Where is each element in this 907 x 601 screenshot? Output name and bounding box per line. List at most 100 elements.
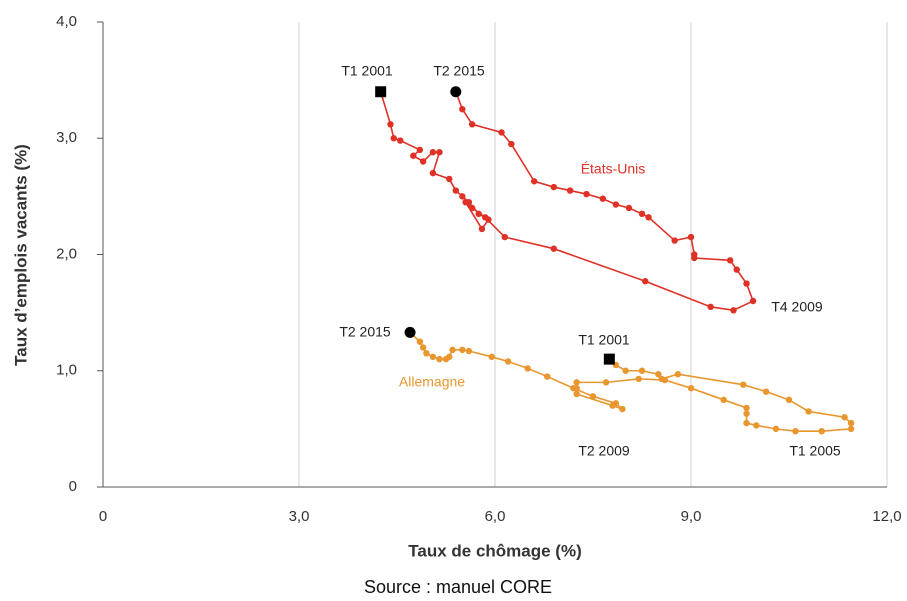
data-point bbox=[498, 129, 505, 136]
data-point bbox=[638, 367, 646, 374]
x-tick-label: 6,0 bbox=[485, 508, 506, 525]
data-point bbox=[841, 414, 848, 421]
data-point bbox=[740, 381, 747, 388]
data-point bbox=[762, 388, 770, 395]
series-label: États-Unis bbox=[581, 161, 646, 177]
end-marker bbox=[450, 86, 462, 98]
x-tick-label: 0 bbox=[99, 508, 107, 525]
data-point bbox=[619, 405, 626, 413]
x-tick-label: 9,0 bbox=[681, 508, 702, 525]
data-point bbox=[416, 338, 424, 345]
data-point bbox=[419, 158, 427, 165]
annotation: T2 2009 bbox=[578, 443, 630, 459]
data-point bbox=[612, 400, 620, 407]
data-point bbox=[573, 390, 580, 398]
y-tick-label: 4,0 bbox=[56, 13, 77, 30]
data-point bbox=[531, 178, 538, 185]
data-point bbox=[792, 428, 799, 435]
series-line bbox=[379, 91, 755, 312]
annotation: T1 2001 bbox=[578, 332, 630, 348]
data-point bbox=[488, 353, 495, 360]
data-point bbox=[462, 198, 469, 206]
data-point bbox=[468, 121, 476, 128]
x-axis-title: Taux de chômage (%) bbox=[408, 541, 582, 560]
data-point bbox=[743, 419, 750, 427]
data-point bbox=[602, 379, 610, 386]
data-point bbox=[566, 187, 574, 194]
data-point bbox=[446, 175, 453, 183]
data-point bbox=[753, 422, 760, 429]
data-point bbox=[397, 137, 404, 144]
series-label: Allemagne bbox=[399, 374, 465, 390]
data-point bbox=[749, 297, 757, 305]
data-point bbox=[429, 149, 437, 156]
data-point bbox=[625, 204, 633, 212]
data-point bbox=[687, 384, 695, 392]
data-point bbox=[524, 365, 531, 372]
source: Source : manuel CORE bbox=[364, 577, 552, 597]
data-point bbox=[423, 350, 430, 357]
data-point bbox=[583, 190, 590, 198]
data-point bbox=[459, 193, 466, 200]
data-point bbox=[818, 428, 825, 435]
data-point bbox=[599, 195, 606, 202]
annotation: T2 2015 bbox=[339, 324, 391, 340]
y-tick-label: 1,0 bbox=[56, 362, 77, 379]
data-point bbox=[416, 146, 424, 154]
data-point bbox=[429, 169, 437, 177]
data-point bbox=[720, 396, 727, 404]
data-point bbox=[550, 183, 557, 191]
data-point bbox=[687, 233, 695, 241]
data-point bbox=[550, 245, 557, 252]
data-point bbox=[847, 419, 855, 427]
data-point bbox=[743, 410, 750, 417]
data-point bbox=[436, 355, 443, 363]
data-point bbox=[570, 384, 577, 392]
data-point bbox=[482, 214, 489, 221]
data-point bbox=[733, 266, 740, 273]
data-point bbox=[459, 346, 466, 354]
data-point bbox=[727, 257, 734, 264]
data-point bbox=[622, 367, 629, 374]
data-point bbox=[743, 280, 750, 287]
data-point bbox=[645, 214, 652, 221]
annotation: T2 2015 bbox=[433, 63, 485, 79]
start-marker bbox=[375, 86, 387, 98]
data-point bbox=[674, 371, 682, 378]
data-point bbox=[504, 358, 512, 365]
data-point bbox=[387, 121, 394, 128]
start-marker bbox=[603, 353, 615, 365]
data-point bbox=[436, 149, 443, 156]
data-point bbox=[661, 376, 669, 384]
y-tick-label: 3,0 bbox=[56, 129, 77, 146]
data-point bbox=[475, 210, 482, 218]
data-point bbox=[449, 346, 456, 354]
data-point bbox=[501, 233, 508, 241]
data-point bbox=[390, 135, 397, 142]
data-point bbox=[465, 347, 473, 355]
y-tick-label: 2,0 bbox=[56, 245, 77, 262]
data-point bbox=[544, 373, 551, 380]
series-line bbox=[409, 331, 852, 432]
data-point bbox=[772, 425, 780, 433]
data-point bbox=[612, 201, 620, 208]
data-point bbox=[638, 210, 646, 218]
data-point bbox=[429, 353, 437, 360]
data-point bbox=[642, 278, 649, 285]
data-point bbox=[805, 408, 812, 415]
data-point bbox=[785, 396, 793, 404]
data-point bbox=[459, 105, 466, 113]
data-point bbox=[691, 251, 698, 258]
data-point bbox=[671, 237, 678, 244]
data-point bbox=[508, 140, 515, 148]
data-point bbox=[452, 187, 459, 194]
data-point bbox=[635, 375, 642, 383]
x-tick-label: 3,0 bbox=[289, 508, 310, 525]
data-point bbox=[419, 344, 427, 351]
data-point bbox=[589, 393, 597, 400]
x-tick-label: 12,0 bbox=[872, 508, 901, 525]
data-point bbox=[478, 225, 486, 233]
annotation: T1 2005 bbox=[789, 443, 841, 459]
data-point bbox=[468, 204, 476, 212]
